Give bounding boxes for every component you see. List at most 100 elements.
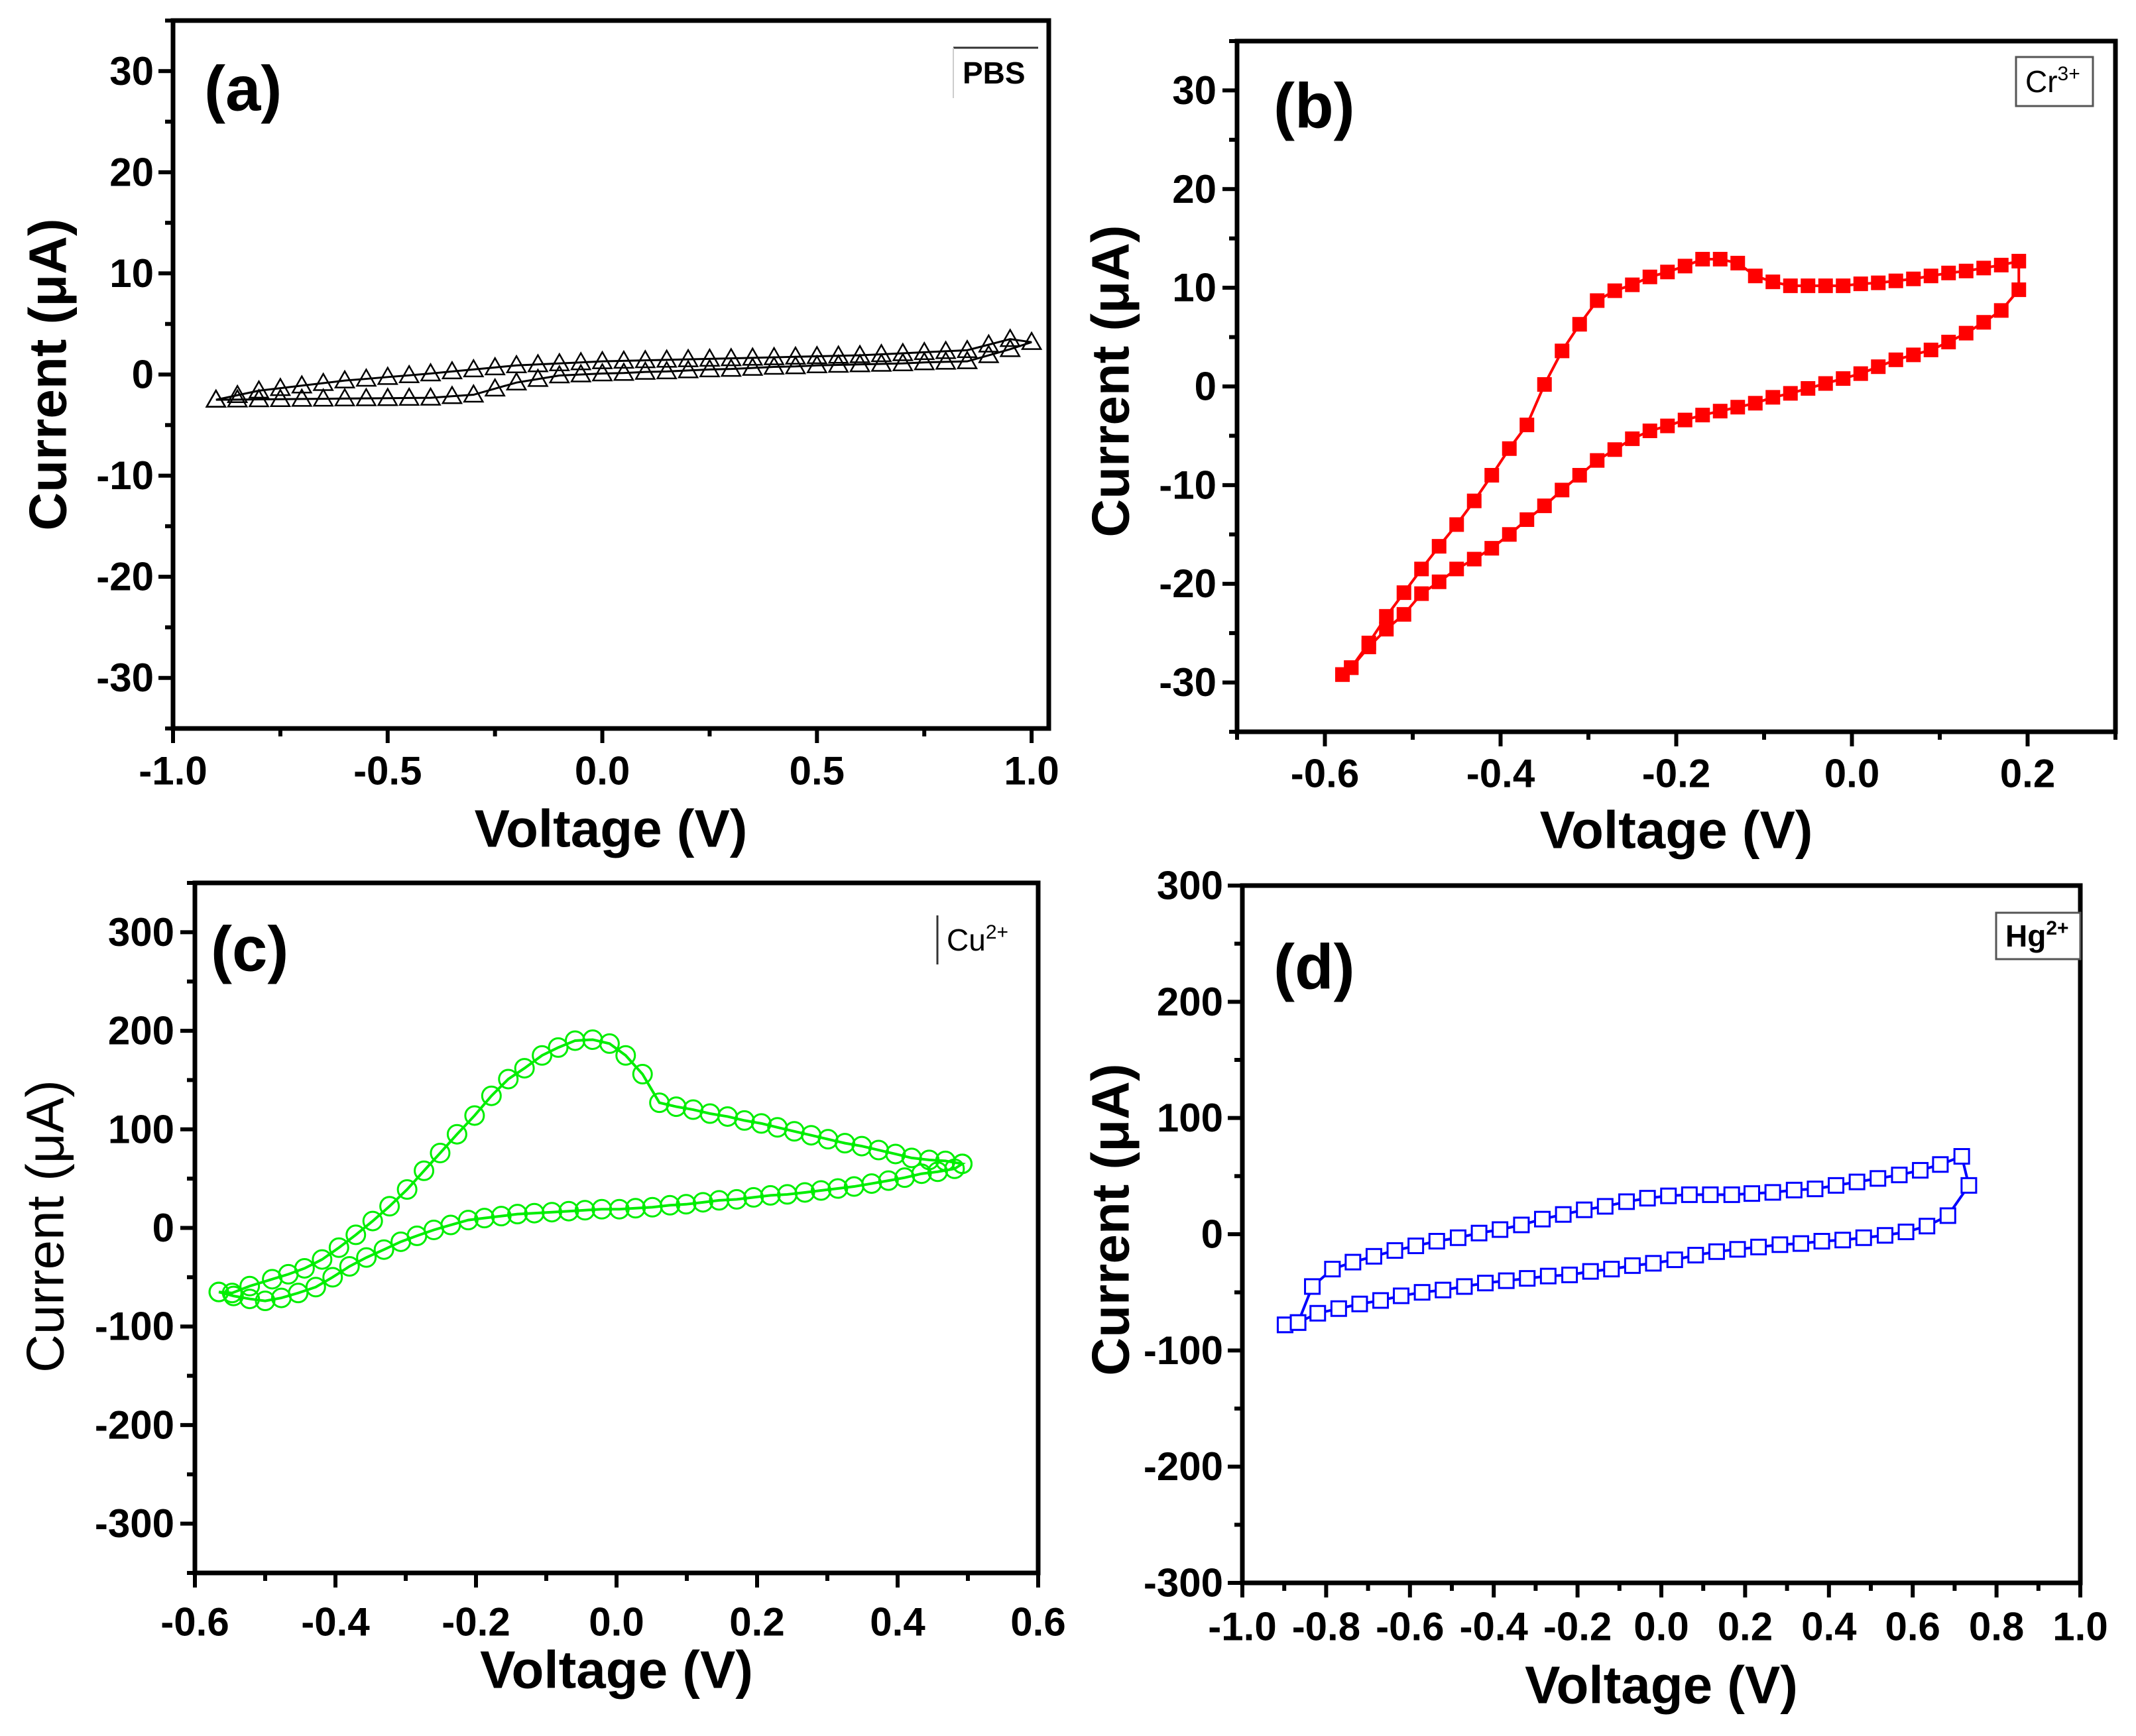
- data-point-forward: [1596, 1198, 1614, 1215]
- data-point-reverse: [861, 1173, 882, 1194]
- y-axis-title: Current (μA): [19, 218, 78, 530]
- data-point-reverse: [1801, 380, 1816, 396]
- data-point-reverse: [1344, 660, 1359, 675]
- data-point-forward: [1555, 343, 1570, 359]
- data-point-reverse: [1836, 371, 1851, 386]
- data-point-forward: [1744, 1185, 1761, 1202]
- data-point-reverse: [484, 377, 506, 397]
- data-point-reverse: [1414, 586, 1429, 601]
- data-point-reverse: [892, 352, 914, 371]
- y-axis-title: Current (μA): [1081, 1063, 1140, 1375]
- data-point-forward: [248, 379, 270, 399]
- data-point-forward: [414, 1160, 435, 1181]
- data-point-forward: [1344, 1253, 1362, 1271]
- legend-label-superscript: 2+: [2046, 917, 2068, 939]
- data-point-reverse: [677, 359, 699, 378]
- x-tick-label: 0.0: [1633, 1605, 1689, 1649]
- data-point-forward: [355, 368, 377, 387]
- panel-label: (a): [204, 54, 282, 125]
- legend-label: Cr3+: [2025, 63, 2080, 99]
- data-point-reverse: [625, 1198, 646, 1219]
- data-point-reverse: [1555, 483, 1570, 498]
- data-point-reverse: [1729, 1241, 1746, 1258]
- data-point-forward: [548, 352, 570, 371]
- y-tick-label: 10: [1172, 266, 1216, 310]
- x-tick-label: 0.6: [1885, 1605, 1940, 1649]
- data-point-forward: [1365, 1247, 1382, 1265]
- data-point-reverse: [223, 1285, 244, 1306]
- data-point-reverse: [1372, 1292, 1390, 1309]
- data-point-forward: [1730, 255, 1746, 270]
- data-point-forward: [720, 347, 742, 367]
- data-point-forward: [1869, 1170, 1887, 1187]
- data-point-forward: [677, 348, 699, 367]
- data-point-reverse: [827, 353, 849, 373]
- data-point-forward: [956, 339, 979, 359]
- data-point-forward: [1993, 257, 2009, 272]
- y-axis-title: Current (μA): [1081, 225, 1140, 537]
- data-layer: [1276, 1148, 1978, 1334]
- data-point-forward: [1906, 271, 1921, 286]
- y-tick-label: -300: [1144, 1561, 1223, 1605]
- y-tick-label: 100: [108, 1107, 174, 1151]
- data-point-forward: [328, 1237, 349, 1258]
- y-tick-label: -20: [1159, 561, 1216, 606]
- legend-label-superscript: 2+: [986, 921, 1008, 943]
- data-point-reverse: [507, 1204, 528, 1225]
- data-point-reverse: [1477, 1275, 1494, 1292]
- data-point-reverse: [660, 1194, 681, 1216]
- legend-label: PBS: [963, 56, 1026, 90]
- data-point-forward: [226, 384, 249, 404]
- data-point-reverse: [255, 1291, 276, 1312]
- data-point-forward: [742, 347, 764, 366]
- x-tick-label: -0.6: [1376, 1605, 1444, 1649]
- y-tick-label: 300: [108, 910, 174, 955]
- data-point-forward: [914, 341, 935, 361]
- x-tick-label: 0.4: [870, 1600, 925, 1645]
- data-point-reverse: [591, 362, 613, 382]
- y-tick-label: -10: [1159, 463, 1216, 507]
- x-tick-label: 0.8: [1969, 1605, 2024, 1649]
- data-point-reverse: [505, 371, 528, 390]
- x-tick-label: -0.2: [1543, 1605, 1612, 1649]
- chart-panel-d: -1.0 -0.8 -0.6 -0.4 -0.2 0.0 0.2 0.4 0.6 0.8 1.0 30…: [1081, 864, 2108, 1715]
- data-point-reverse: [356, 1247, 377, 1268]
- data-point-reverse: [656, 360, 678, 380]
- data-point-reverse: [1919, 1218, 1936, 1235]
- data-point-forward: [1466, 493, 1482, 508]
- x-tick-label: 0.6: [1010, 1600, 1065, 1645]
- data-point-reverse: [1834, 1232, 1852, 1249]
- data-point-reverse: [763, 356, 785, 375]
- x-axis-title: Voltage (V): [1525, 1656, 1798, 1715]
- data-point-reverse: [548, 365, 570, 384]
- legend: Cr3+: [2015, 56, 2094, 107]
- y-tick-label: -300: [95, 1501, 174, 1546]
- data-point-forward: [806, 345, 828, 365]
- data-point-reverse: [226, 388, 249, 408]
- data-point-reverse: [1730, 400, 1746, 415]
- data-point-forward: [1572, 317, 1587, 332]
- data-point-forward: [1818, 278, 1833, 294]
- data-point-reverse: [1431, 574, 1447, 589]
- data-point-reverse: [609, 1198, 630, 1220]
- data-point-forward: [734, 1110, 755, 1131]
- data-point-reverse: [1519, 512, 1535, 527]
- data-point-forward: [978, 333, 1000, 353]
- data-point-reverse: [1660, 418, 1675, 434]
- data-point-forward: [1871, 275, 1886, 290]
- data-point-reverse: [1813, 1233, 1830, 1250]
- x-tick-label: 1.0: [1004, 749, 1059, 793]
- data-point-reverse: [1582, 1263, 1599, 1280]
- data-point-reverse: [1960, 1177, 1978, 1194]
- data-point-forward: [1492, 1221, 1509, 1238]
- data-point-forward: [1639, 1190, 1656, 1207]
- x-tick-label: -0.6: [160, 1600, 229, 1645]
- data-point-reverse: [849, 353, 871, 373]
- data-point-reverse: [1572, 467, 1587, 483]
- data-point-reverse: [1603, 1261, 1620, 1278]
- data-point-forward: [441, 360, 463, 380]
- legend-label-base: Cu: [947, 923, 986, 957]
- data-point-forward: [613, 349, 635, 369]
- data-point-reverse: [558, 1200, 579, 1222]
- data-point-forward: [1304, 1278, 1321, 1295]
